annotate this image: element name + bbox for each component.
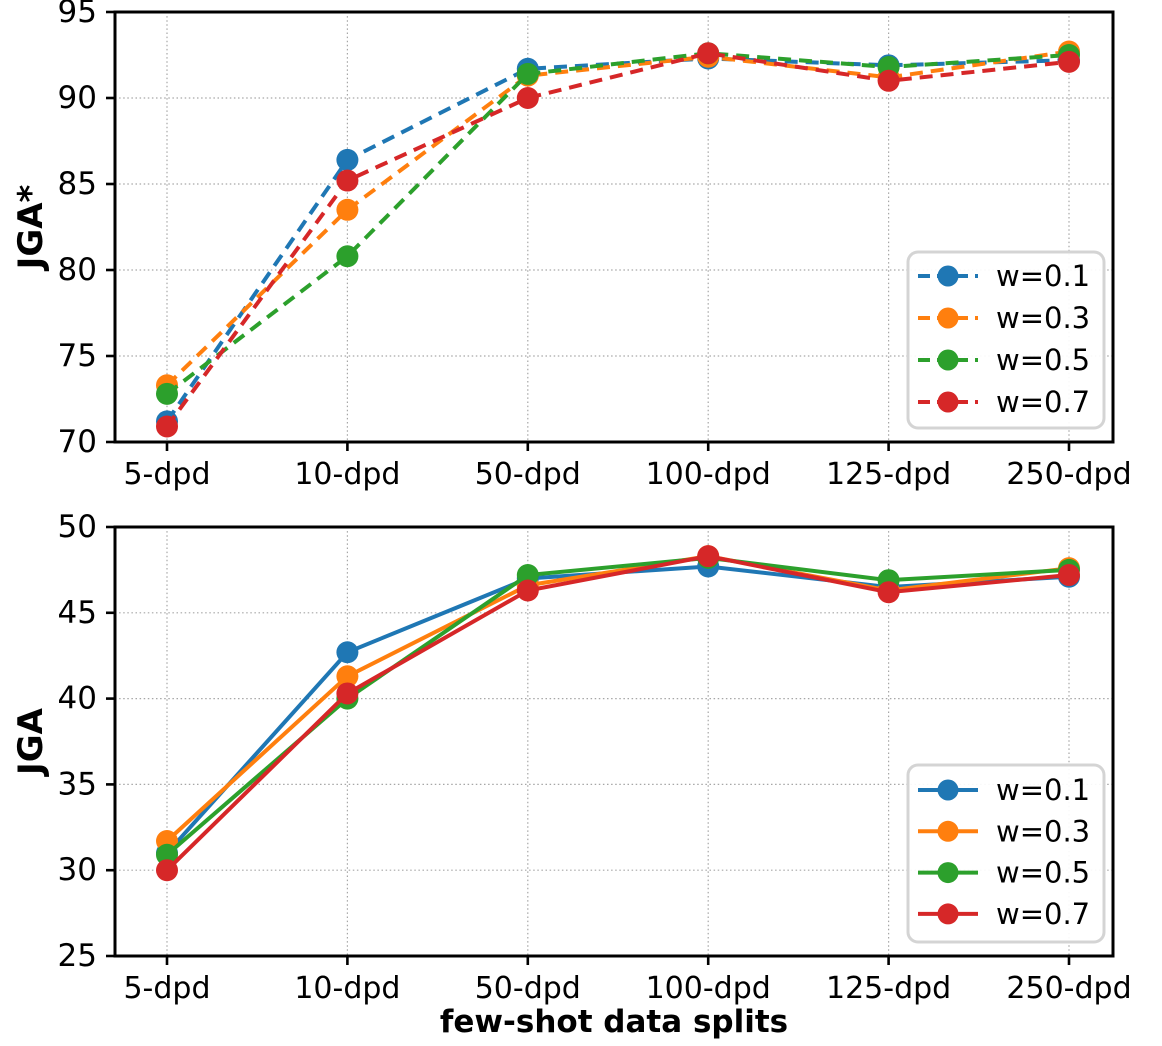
legend-box [906, 763, 1106, 944]
x-tick-label: 100-dpd [646, 457, 771, 492]
y-tick-label: 70 [58, 424, 97, 460]
data-point-w=0.7 [156, 415, 178, 438]
y-tick-label: 25 [58, 938, 97, 974]
legend: w=0.1 w=0.3 w=0.5 w=0.7 [906, 250, 1106, 430]
series-line-w=0.7 [165, 554, 1070, 872]
x-tick-label: 5-dpd [123, 457, 210, 492]
legend-marker [937, 862, 959, 884]
subplot-2: 25 30 35 40 45 50 5-dpd 10-dpd 50-dpd 100-dpd 125-… [11, 509, 1132, 1040]
data-point-w=0.5 [336, 245, 359, 268]
subplot-1: 70 75 80 85 90 95 5-dpd 10-dpd 50-dpd 100-dpd 125-… [11, 0, 1132, 492]
legend-label: w=0.7 [996, 385, 1090, 419]
legend-marker [937, 779, 959, 801]
legend-marker [937, 265, 959, 287]
y-tick-label: 90 [58, 80, 97, 116]
data-point-w=0.5 [516, 564, 539, 587]
data-point-w=0.5 [516, 62, 539, 85]
data-point-w=0.5 [156, 382, 178, 405]
axes-frame [113, 10, 1115, 444]
data-point-w=0.7 [877, 581, 900, 604]
y-tick-label: 95 [58, 0, 97, 30]
y-tick-label: 30 [58, 852, 97, 888]
y-tick-label: 50 [58, 509, 97, 545]
x-tick-label: 250-dpd [1006, 971, 1131, 1006]
gridlines [115, 526, 1113, 957]
data-point-w=0.7 [336, 682, 359, 705]
data-point-w=0.7 [1058, 564, 1080, 587]
x-axis-label: few-shot data splits [440, 1004, 788, 1040]
x-tick-label: 100-dpd [646, 971, 771, 1006]
legend-label: w=0.1 [996, 259, 1090, 293]
data-point-w=0.7 [336, 169, 359, 192]
x-tick-label: 50-dpd [475, 971, 581, 1006]
y-tick-label: 80 [58, 252, 97, 288]
y-axis-label: JGA [11, 707, 51, 777]
data-point-w=0.5 [156, 843, 178, 866]
y-tick-label: 40 [58, 681, 97, 717]
legend-label: w=0.5 [996, 343, 1090, 377]
legend-marker [937, 349, 959, 371]
axes-frame [113, 525, 1115, 958]
data-point-w=0.7 [156, 859, 178, 882]
data-point-w=0.7 [877, 69, 900, 92]
data-point-w=0.7 [697, 42, 720, 65]
y-tick-label: 85 [58, 166, 97, 202]
data-point-w=0.7 [1058, 50, 1080, 73]
legend-marker [937, 903, 959, 925]
series-line-w=0.7 [165, 51, 1070, 428]
data-point-w=0.3 [336, 198, 359, 221]
x-tick-label: 50-dpd [475, 457, 581, 492]
x-tick-label: 250-dpd [1006, 457, 1131, 492]
series-line-w=0.5 [165, 51, 1070, 396]
legend-marker [937, 391, 959, 413]
x-tick-label: 10-dpd [294, 457, 400, 492]
series-line-w=0.3 [165, 49, 1070, 387]
legend-label: w=0.7 [996, 897, 1090, 931]
legend-label: w=0.5 [996, 856, 1090, 890]
legend-marker [937, 307, 959, 329]
data-point-w=0.1 [336, 641, 359, 664]
legend-label: w=0.1 [996, 773, 1090, 807]
legend-box [906, 250, 1106, 430]
y-axis-label: JGA* [11, 184, 51, 271]
legend-marker [937, 820, 959, 842]
x-tick-label: 10-dpd [294, 971, 400, 1006]
x-tick-label: 125-dpd [826, 971, 951, 1006]
data-point-w=0.7 [516, 579, 539, 602]
x-tick-label: 5-dpd [123, 971, 210, 1006]
y-tick-label: 45 [58, 595, 97, 631]
data-point-w=0.7 [516, 87, 539, 109]
legend: w=0.1 w=0.3 w=0.5 w=0.7 [906, 763, 1106, 944]
data-point-w=0.7 [697, 545, 720, 568]
data-point-w=0.1 [336, 148, 359, 171]
legend-label: w=0.3 [996, 301, 1090, 335]
legend-label: w=0.3 [996, 814, 1090, 848]
y-tick-label: 35 [58, 766, 97, 802]
series-line-w=0.3 [165, 554, 1070, 843]
x-tick-label: 125-dpd [826, 457, 951, 492]
data-point-w=0.3 [336, 665, 359, 688]
y-tick-label: 75 [58, 338, 97, 374]
